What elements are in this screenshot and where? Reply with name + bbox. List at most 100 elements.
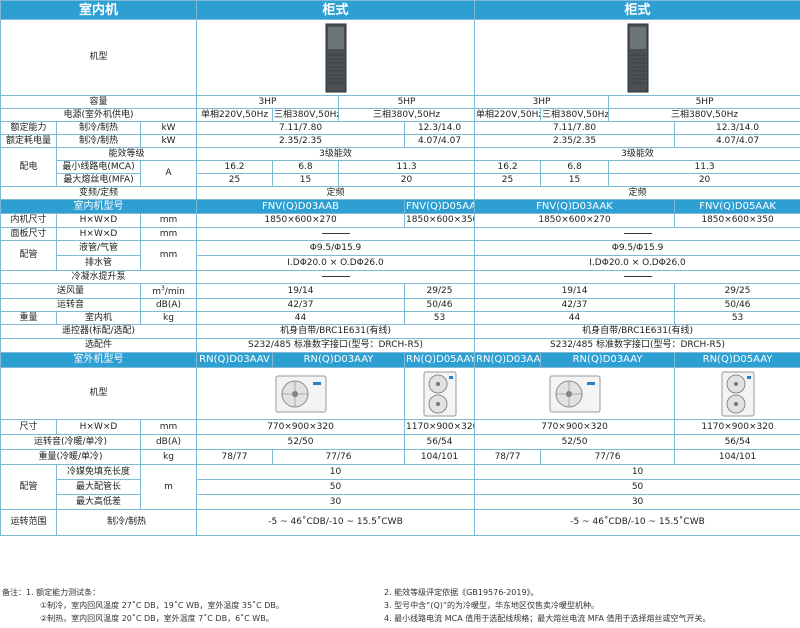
cell: 室内机 [56,311,141,325]
cell: 44 [196,311,406,325]
unit-cell: kW [139,121,198,135]
cell: 78/77 [474,449,542,465]
cell: 770×900×320 [474,419,676,435]
cell: 50/46 [404,298,476,312]
cell: FNV(Q)D03AAB [196,199,406,214]
cell: 三相380V,50Hz [608,108,800,122]
cell: 77/76 [272,449,406,465]
unit-sup: 3 [160,284,165,292]
cell: 30 [474,494,800,510]
range-row: 运转范围 制冷/制热 -5 ~ 46˚CDB/-10 ~ 15.5˚CWB -5… [0,509,800,536]
cell: 15 [540,173,610,187]
outdoor-image-cell [196,367,406,420]
cell: 最大配管长 [56,479,141,495]
cell: 104/101 [674,449,800,465]
indoor-unit-image-right [474,19,800,96]
cell: 2.35/2.35 [474,134,676,148]
cell: 制冷/制热 [56,134,141,148]
cell: 三相380V,50Hz [338,108,476,122]
cell: RN(Q)D05AAY [674,352,800,368]
noise-label: 运转音 [0,298,141,312]
cell: 4.07/4.07 [404,134,476,148]
cell: S232/485 标准数字接口(型号：DRCH-R5) [196,338,476,353]
outdoor-dual-fan-icon [423,371,457,416]
cell: 15 [272,173,340,187]
note-1a: ①制冷，室内回风温度 27˚C DB，19˚C WB，室外温度 35˚C DB。 [40,601,284,610]
cell: 11.3 [608,160,800,174]
cell: S232/485 标准数字接口(型号：DRCH-R5) [474,338,800,353]
outdoor-model-row: 室外机型号 RN(Q)D03AAV RN(Q)D03AAY RN(Q)D05AA… [0,352,800,368]
energy-grade-row: 配电 能效等级 3级能效 3级能效 [0,147,800,187]
unit-cell: m [139,464,198,510]
cabinet-unit-icon [627,23,649,92]
inverter-row: 变频/定频 定频 定频 [0,186,800,200]
cell: 29/25 [674,283,800,299]
pump-label: 冷凝水提升泵 [0,270,198,284]
cell: 50/46 [674,298,800,312]
outdoor-single-fan-icon [275,375,327,412]
indoor-unit-image-left [196,19,476,96]
outdoor-image-cell [474,367,676,420]
cell: 排水管 [56,255,141,271]
dash-cell [474,227,800,241]
cell: H×W×D [56,213,141,228]
inverter-label: 变频/定频 [0,186,198,200]
cell: 11.3 [338,160,476,174]
unit-cell: mm [139,213,198,228]
cell: 4.07/4.07 [674,134,800,148]
unit-cell: kg [139,449,198,465]
pump-row: 冷凝水提升泵 [0,270,800,284]
note-1b: ②制热，室内回风温度 20˚C DB，室外温度 7˚C DB，6˚C WB。 [40,614,274,623]
electric-label: 配电 [0,147,57,187]
cell: 冷媒免填充长度 [56,464,141,480]
dash-cell [196,270,476,284]
note-4: 4. 最小线路电流 MCA 值用于选配线规格；最大熔丝电流 MFA 值用于选择熔… [384,614,711,623]
cell: 104/101 [404,449,476,465]
pipe-row: 配管 液管/气管 mm Φ9.5/Φ15.9 Φ9.5/Φ15.9 [0,240,800,271]
airflow-row: 送风量 m3/min 19/14 29/25 19/14 29/25 [0,283,800,299]
cabinet-unit-icon [325,23,347,92]
unit-cell: kg [139,311,198,325]
cell: 44 [474,311,676,325]
piping-out-label: 配管 [0,464,57,510]
remote-row: 遥控器(标配/选配) 机身自带/BRC1E631(有线) 机身自带/BRC1E6… [0,324,800,339]
cell: 三相380V,50Hz [272,108,340,122]
cell: Φ9.5/Φ15.9 [196,240,476,256]
rated-capacity-row: 额定能力 制冷/制热 kW 7.11/7.80 12.3/14.0 7.11/7… [0,121,800,135]
note-3: 3. 型号中含“(Q)”的为冷暖型，华东地区仅售卖冷暖型机种。 [384,601,600,610]
weight-out-label: 重量(冷暖/单冷) [0,449,141,465]
power-supply-label: 电源(室外机供电) [0,108,198,122]
cell: 10 [474,464,800,480]
indoor-unit-header: 室内机 [0,0,198,20]
unit-cell: dB(A) [139,434,198,450]
cell: 1850×600×270 [196,213,406,228]
indoor-size-row: 内机尺寸 H×W×D mm 1850×600×270 1850×600×350 … [0,213,800,228]
weight-label: 重量 [0,311,57,325]
cell: 6.8 [540,160,610,174]
capacity-label: 容量 [0,95,198,109]
header-row: 室内机 柜式 柜式 [0,0,800,20]
cell: -5 ~ 46˚CDB/-10 ~ 15.5˚CWB [196,509,476,536]
cell: 7.11/7.80 [474,121,676,135]
unit-cell: kW [139,134,198,148]
mfa-label: 最大熔丝电(MFA) [56,173,141,187]
indoor-size-label: 内机尺寸 [0,213,57,228]
model-image-label: 机型 [0,19,198,96]
cell: 78/77 [196,449,274,465]
cell: 3级能效 [474,147,800,161]
option-label: 选配件 [0,338,198,353]
cell: 12.3/14.0 [674,121,800,135]
cell: H×W×D [56,227,141,241]
cell: FNV(Q)D05AAB [404,199,476,214]
outdoor-image-row: 机型 [0,367,800,420]
cell: 1170×900×320 [404,419,476,435]
cell: -5 ~ 46˚CDB/-10 ~ 15.5˚CWB [474,509,800,536]
size-label: 尺寸 [0,419,57,435]
cell: RN(Q)D03AAV [196,352,274,368]
outdoor-image-cell [404,367,476,420]
spec-table: 室内机 柜式 柜式 机型 [0,0,800,536]
cell: 5HP [338,95,476,109]
rated-power-label: 额定耗电量 [0,134,57,148]
mca-label: 最小线路电(MCA) [56,160,141,174]
cell: 50 [196,479,476,495]
